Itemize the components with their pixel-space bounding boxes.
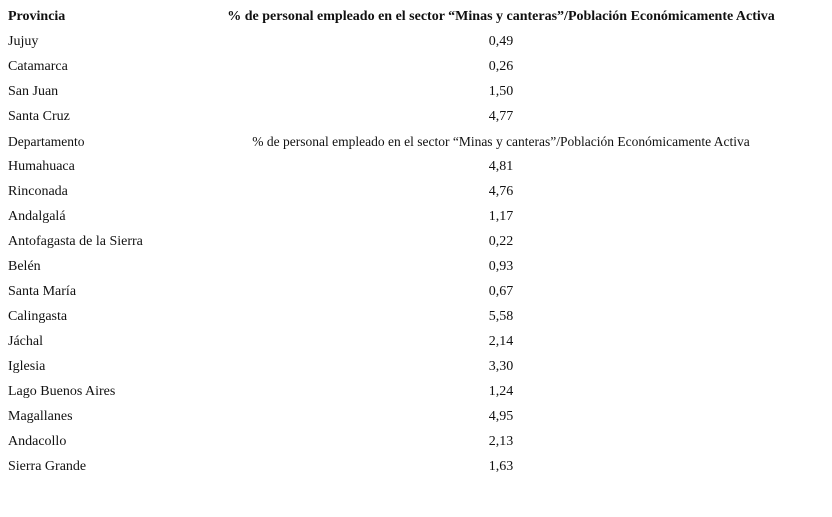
value-cell: 4,81 [488, 159, 514, 174]
name-cell: Jujuy [8, 34, 39, 49]
name-cell: Magallanes [8, 409, 73, 424]
value-cell: 1,50 [488, 84, 514, 99]
value-cell: 4,76 [488, 184, 514, 199]
value-cell: 0,67 [488, 284, 514, 299]
value-cell: 2,13 [488, 434, 514, 449]
name-cell: Belén [8, 259, 41, 274]
name-cell: Sierra Grande [8, 459, 87, 474]
name-cell: Santa Cruz [8, 109, 70, 124]
name-cell: Lago Buenos Aires [8, 384, 116, 399]
name-cell: San Juan [8, 84, 59, 99]
value-cell: 1,24 [488, 384, 514, 399]
value-cell: 0,22 [488, 234, 514, 249]
value-cell: 3,30 [488, 359, 514, 374]
name-cell: Humahuaca [8, 159, 75, 174]
name-cell: Rinconada [8, 184, 68, 199]
value-cell: 0,93 [488, 259, 514, 274]
value-cell: 1,63 [488, 459, 514, 474]
name-cell: Andacollo [8, 434, 67, 449]
value-cell: 5,58 [488, 309, 514, 324]
name-cell: Santa María [8, 284, 77, 299]
name-cell: Antofagasta de la Sierra [8, 234, 143, 249]
value-cell: 2,14 [488, 334, 514, 349]
value-cell: 4,95 [488, 409, 514, 424]
header-cell: % de personal empleado en el sector “Min… [252, 134, 750, 149]
name-cell: Calingasta [8, 309, 68, 324]
header-cell: Departamento [8, 134, 85, 149]
name-cell: Jáchal [8, 334, 43, 349]
name-cell: Andalgalá [8, 209, 66, 224]
value-cell: 4,77 [488, 109, 514, 124]
header-cell: Provincia [8, 9, 66, 24]
name-cell: Catamarca [8, 59, 68, 74]
value-cell: 0,49 [488, 34, 514, 49]
header-cell: % de personal empleado en el sector “Min… [227, 9, 775, 24]
value-cell: 1,17 [488, 209, 514, 224]
name-cell: Iglesia [8, 359, 46, 374]
value-cell: 0,26 [488, 59, 514, 74]
